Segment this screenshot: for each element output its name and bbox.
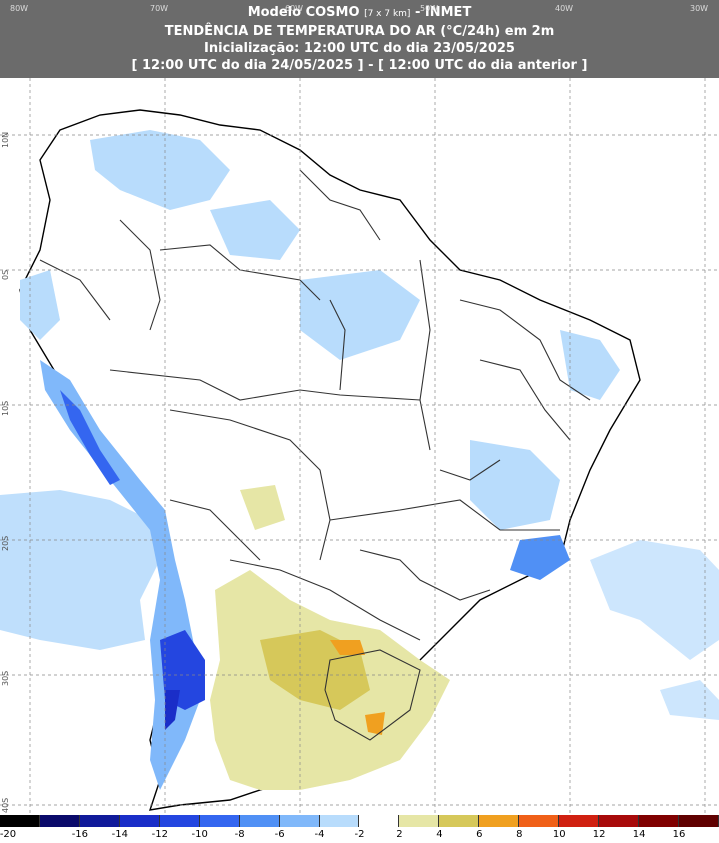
- header-line-2: TENDÊNCIA DE TEMPERATURA DO AR (°C/24h) …: [164, 24, 555, 39]
- west-cool-area: [20, 270, 60, 340]
- legend-swatch: [479, 815, 520, 827]
- legend-label: 10: [552, 829, 566, 840]
- legend-label: -2: [354, 829, 365, 840]
- legend-label: -4: [314, 829, 325, 840]
- legend-label: 4: [436, 829, 443, 840]
- south-hot-spot: [330, 640, 365, 655]
- legend-label: 12: [592, 829, 606, 840]
- legend-swatch: [79, 815, 120, 827]
- legend-swatch: [359, 815, 400, 827]
- model-name: Modelo COSMO: [247, 5, 360, 20]
- central-warm-patch: [240, 485, 285, 530]
- legend-label: -8: [234, 829, 245, 840]
- legend-swatch: [199, 815, 240, 827]
- lat-label: 10N: [1, 131, 10, 148]
- legend-swatch: [239, 815, 280, 827]
- institution: - INMET: [414, 5, 472, 20]
- central-cool-area: [300, 270, 420, 360]
- legend-swatch: [319, 815, 360, 827]
- atlantic-cool-area-2: [660, 680, 719, 720]
- legend-label: -12: [151, 829, 168, 840]
- legend-label: -16: [71, 829, 89, 840]
- lat-label: 20S: [1, 535, 10, 551]
- map-header: Modelo COSMO [7 x 7 km] - INMET TENDÊNCI…: [0, 0, 719, 78]
- map-frame: Modelo COSMO [7 x 7 km] - INMET TENDÊNCI…: [0, 0, 719, 813]
- legend-swatch: [599, 815, 640, 827]
- south-hot-spot-2: [365, 712, 385, 735]
- andes-cold-core-2: [60, 390, 120, 485]
- lon-label: 50W: [420, 4, 439, 13]
- legend-swatch: [119, 815, 160, 827]
- andes-cold-core-3: [165, 690, 180, 730]
- lat-label: 0S: [1, 269, 10, 280]
- legend-swatch: [0, 815, 40, 827]
- atlantic-cool-area: [590, 540, 719, 660]
- legend-swatch: [399, 815, 440, 827]
- lat-label: 10S: [1, 400, 10, 416]
- south-america-map: [0, 14, 719, 813]
- model-resolution: [7 x 7 km]: [364, 9, 411, 19]
- legend-label: 8: [516, 829, 523, 840]
- north-cool-area: [90, 130, 230, 210]
- legend-swatch: [279, 815, 320, 827]
- lon-label: 30W: [690, 4, 709, 13]
- political-borders: [39, 169, 591, 741]
- graticule: [0, 78, 719, 813]
- andes-cold-band: [40, 360, 200, 790]
- southeast-cool-area: [510, 535, 570, 580]
- legend-swatch: [679, 815, 719, 827]
- amazon-cool-area: [210, 200, 300, 260]
- northeast-cool-area: [560, 330, 620, 400]
- legend-label: -14: [111, 829, 128, 840]
- header-line-3: Inicialização: 12:00 UTC do dia 23/05/20…: [204, 41, 515, 56]
- legend-label: -6: [274, 829, 285, 840]
- lon-label: 60W: [285, 4, 304, 13]
- legend-label: -10: [191, 829, 208, 840]
- legend-label: 16: [672, 829, 686, 840]
- lon-label: 70W: [150, 4, 169, 13]
- legend-label: 2: [396, 829, 403, 840]
- legend-swatch: [159, 815, 200, 827]
- legend-swatch: [39, 815, 80, 827]
- color-legend: -20 -16 -14 -12 -10 -8 -6 -4 -2 2 4 6 8 10 12 14 16: [0, 813, 719, 843]
- east-cool-area: [470, 440, 560, 530]
- header-line-4: [ 12:00 UTC do dia 24/05/2025 ] - [ 12:0…: [131, 58, 588, 73]
- legend-swatch: [519, 815, 560, 827]
- lon-label: 80W: [10, 4, 29, 13]
- legend-swatch: [639, 815, 680, 827]
- lon-label: 40W: [555, 4, 574, 13]
- legend-swatch: [559, 815, 600, 827]
- pacific-cool-area: [0, 490, 160, 650]
- legend-label: 6: [476, 829, 483, 840]
- header-line-1: Modelo COSMO [7 x 7 km] - INMET: [0, 4, 719, 23]
- lat-label: 30S: [1, 670, 10, 686]
- lat-label: 40S: [1, 797, 10, 813]
- legend-label: -20: [0, 829, 17, 840]
- legend-swatch: [439, 815, 480, 827]
- legend-label: 14: [632, 829, 646, 840]
